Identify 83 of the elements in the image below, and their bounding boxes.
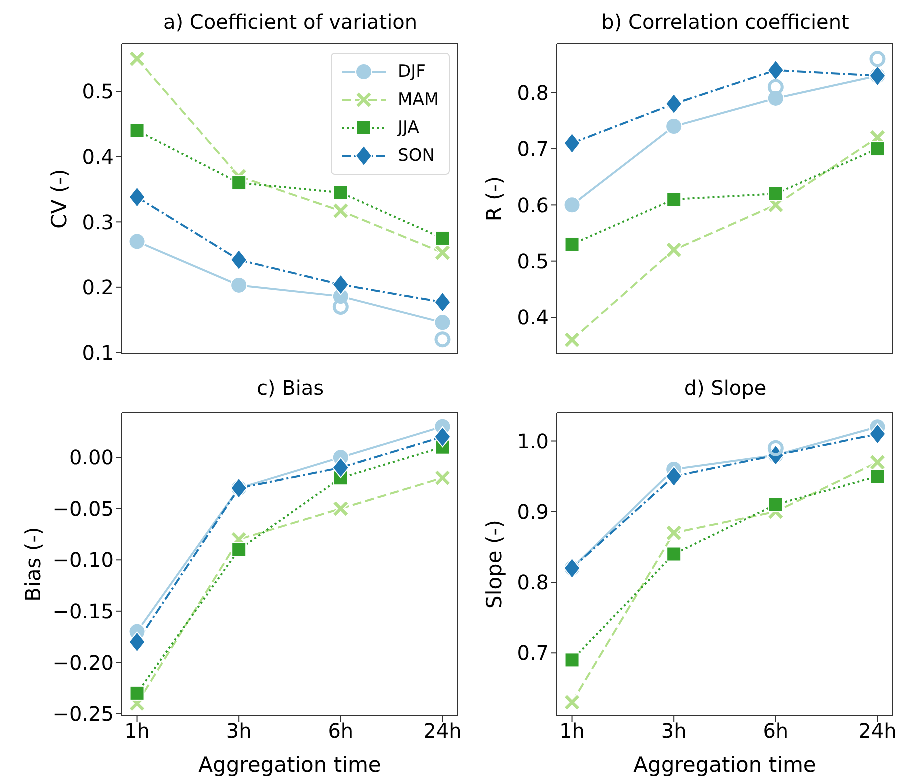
- point: [768, 186, 784, 202]
- point: [666, 524, 683, 542]
- y-tick-label: 0.7: [517, 641, 549, 666]
- point: [666, 94, 683, 115]
- legend-label: MAM: [398, 90, 439, 110]
- x-tick-label: 3h: [226, 719, 252, 744]
- point: [564, 196, 581, 214]
- x-tick-label: 1h: [560, 719, 585, 744]
- y-tick-label: 0.7: [517, 137, 549, 162]
- y-axis-title: CV (-): [47, 169, 72, 229]
- point: [434, 244, 452, 262]
- y-tick-label: 0.4: [517, 306, 549, 330]
- chart-title: a) Coefficient of variation: [162, 10, 419, 34]
- point: [434, 314, 452, 332]
- point: [434, 470, 452, 487]
- point: [130, 123, 145, 138]
- x-axis-title: Aggregation time: [198, 753, 382, 777]
- y-tick-label: 0.3: [82, 210, 114, 234]
- point: [434, 426, 452, 448]
- point: [128, 50, 146, 68]
- point: [666, 466, 683, 488]
- y-tick-label: 0.00: [69, 446, 114, 470]
- point: [564, 132, 581, 154]
- point: [232, 176, 247, 191]
- point: [870, 469, 886, 484]
- chart-title: b) Correlation coefficient: [600, 10, 850, 34]
- point: [434, 292, 452, 313]
- y-tick-label: 0.9: [517, 500, 549, 524]
- point: [564, 694, 581, 712]
- y-tick-label: 0.6: [517, 193, 549, 218]
- y-tick-label: 1.0: [517, 429, 549, 454]
- y-tick-label: −0.10: [52, 548, 114, 572]
- point: [333, 185, 348, 200]
- point: [666, 192, 682, 208]
- point: [666, 118, 683, 136]
- y-axis-title: Slope (-): [482, 520, 506, 609]
- y-tick-label: 0.8: [517, 570, 549, 595]
- point: [564, 236, 580, 252]
- x-tick-label: 24h: [424, 719, 462, 744]
- point: [332, 500, 350, 518]
- point: [230, 276, 248, 294]
- y-axis-title: R (-): [482, 176, 506, 222]
- point: [230, 250, 248, 271]
- chart-title: c) Bias: [256, 376, 326, 400]
- y-tick-label: −0.05: [52, 496, 114, 521]
- point: [128, 186, 146, 208]
- point: [869, 424, 886, 445]
- y-tick-label: 0.5: [517, 249, 549, 274]
- legend-label: JJA: [398, 118, 420, 138]
- y-tick-label: −0.20: [52, 650, 114, 675]
- x-tick-label: 3h: [661, 719, 687, 744]
- chart-title: d) Slope: [683, 376, 768, 400]
- x-tick-label: 6h: [328, 719, 354, 744]
- y-axis-title: Bias (-): [21, 527, 46, 602]
- x-tick-label: 6h: [763, 719, 789, 744]
- y-tick-label: 0.8: [517, 80, 549, 105]
- y-tick-label: 0.2: [82, 276, 114, 300]
- point: [232, 542, 247, 558]
- point: [128, 632, 146, 653]
- point: [564, 652, 580, 668]
- y-tick-label: 0.1: [82, 340, 114, 365]
- point: [332, 202, 350, 220]
- point: [666, 546, 682, 562]
- x-tick-label: 1h: [124, 719, 150, 744]
- point: [435, 230, 450, 246]
- point: [869, 454, 886, 471]
- point: [564, 331, 581, 348]
- point: [128, 233, 146, 250]
- point: [130, 686, 145, 701]
- y-tick-label: 0.5: [82, 80, 114, 104]
- point: [666, 242, 683, 259]
- x-tick-label: 24h: [858, 719, 897, 744]
- point: [768, 497, 784, 512]
- y-tick-label: 0.4: [82, 145, 114, 170]
- point: [870, 142, 886, 157]
- legend-label: DJF: [398, 62, 426, 82]
- point: [332, 274, 350, 296]
- legend-label: SON: [398, 146, 435, 166]
- x-axis-title: Aggregation time: [634, 753, 816, 777]
- y-tick-label: −0.15: [52, 600, 114, 624]
- point: [767, 60, 784, 81]
- y-tick-label: −0.25: [52, 702, 114, 726]
- point: [332, 457, 350, 478]
